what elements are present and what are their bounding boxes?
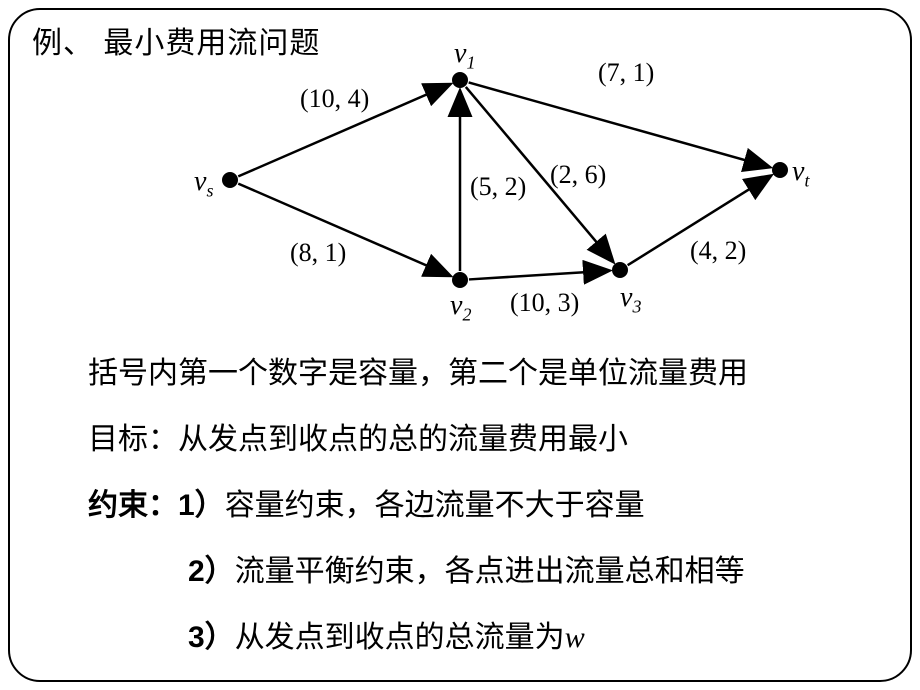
constraint-prefix: 约束： xyxy=(88,489,178,522)
node-label-v2: v2 xyxy=(450,290,471,326)
constraint-line-3: 3）从发点到收点的总流量为w xyxy=(188,612,585,656)
description-line-2: 目标：从发点到收点的总的流量费用最小 xyxy=(88,414,628,458)
edge-v2-v3 xyxy=(469,271,608,280)
edge-label-v3-vt: (4, 2) xyxy=(690,236,746,266)
constraint-3-text: 从发点到收点的总流量为 xyxy=(235,621,565,654)
edge-label-v2-v3: (10, 3) xyxy=(510,288,579,318)
edge-label-v1-v3: (2, 6) xyxy=(550,160,606,190)
constraint-3-var: w xyxy=(565,621,585,654)
constraint-1-num: 1） xyxy=(178,489,225,522)
edge-label-v1-vt: (7, 1) xyxy=(598,58,654,88)
node-label-v3: v3 xyxy=(620,282,641,318)
node-v3 xyxy=(612,262,628,278)
node-vs xyxy=(222,172,238,188)
constraint-line-2: 2）流量平衡约束，各点进出流量总和相等 xyxy=(188,546,745,590)
constraint-1-text: 容量约束，各边流量不大于容量 xyxy=(225,489,645,522)
edge-v1-vt xyxy=(469,82,769,166)
network-graph: vsv1v2v3vt(10, 4)(8, 1)(5, 2)(2, 6)(7, 1… xyxy=(160,40,820,320)
description-line-1: 括号内第一个数字是容量，第二个是单位流量费用 xyxy=(88,348,748,392)
constraint-2-text: 流量平衡约束，各点进出流量总和相等 xyxy=(235,555,745,588)
edge-label-v2-v1: (5, 2) xyxy=(470,172,526,202)
edge-label-vs-v2: (8, 1) xyxy=(290,238,346,268)
constraint-line-1: 约束：1）容量约束，各边流量不大于容量 xyxy=(88,480,645,524)
node-v2 xyxy=(452,272,468,288)
constraint-2-num: 2） xyxy=(188,555,235,588)
node-label-v1: v1 xyxy=(454,38,475,74)
node-v1 xyxy=(452,72,468,88)
node-vt xyxy=(772,162,788,178)
node-label-vt: vt xyxy=(792,156,809,192)
constraint-3-num: 3） xyxy=(188,621,235,654)
node-label-vs: vs xyxy=(194,166,213,202)
edge-label-vs-v1: (10, 4) xyxy=(300,84,369,114)
